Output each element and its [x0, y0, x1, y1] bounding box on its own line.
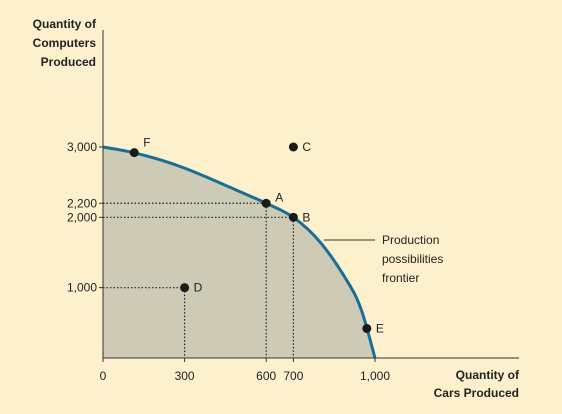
x-axis-title-line-2: Cars Produced [434, 386, 519, 400]
point-label-f: F [143, 136, 150, 150]
ppf-curve [102, 145, 377, 359]
point-b [288, 212, 298, 222]
point-label-d: D [194, 281, 203, 295]
point-d [180, 283, 190, 293]
point-a [261, 198, 271, 208]
guide-lines [103, 202, 294, 358]
points: F C A B D E [129, 136, 384, 335]
point-label-e: E [376, 321, 384, 335]
annotation-line-3: frontier [382, 271, 419, 285]
feasible-region [103, 147, 375, 358]
x-tick-label: 600 [256, 369, 276, 383]
y-tick-label: 2,000 [67, 210, 97, 224]
point-c [288, 142, 298, 152]
y-axis-title-line-3: Produced [41, 55, 96, 69]
point-label-b: B [302, 210, 310, 224]
y-tick-label: 3,000 [67, 140, 97, 154]
point-f [129, 148, 139, 158]
point-label-c: C [302, 140, 311, 154]
y-axis-title-line-1: Quantity of [33, 17, 97, 31]
x-axis-title-line-1: Quantity of [456, 368, 520, 382]
annotation-line-1: Production [382, 233, 439, 247]
x-tick-label: 1,000 [360, 369, 390, 383]
point-e [362, 323, 372, 333]
y-axis-title-line-2: Computers [33, 36, 97, 50]
y-tick-label: 1,000 [67, 281, 97, 295]
x-tick-label: 0 [100, 369, 107, 383]
x-tick-labels: 0 300 600 700 1,000 [100, 358, 390, 383]
annotation-line-2: possibilities [382, 252, 443, 266]
x-tick-label: 300 [175, 369, 195, 383]
y-tick-label: 2,200 [67, 196, 97, 210]
point-label-a: A [275, 190, 283, 204]
x-tick-label: 700 [283, 369, 303, 383]
